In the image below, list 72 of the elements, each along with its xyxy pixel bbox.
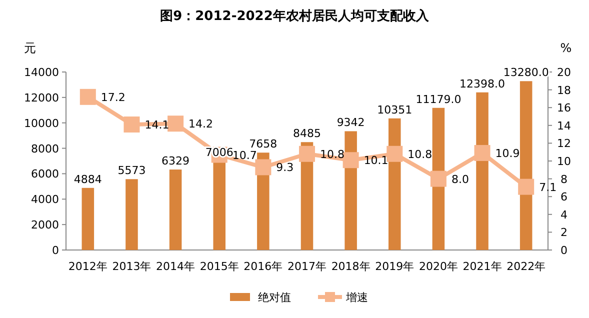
data-label: 5573 xyxy=(118,164,146,178)
y-tick-label: 6000 xyxy=(31,168,59,181)
y2-axis-title: % xyxy=(560,41,572,55)
data-label: 9.3 xyxy=(276,161,294,174)
x-tick-label: 2020年 xyxy=(418,260,458,273)
y-tick-label: 0 xyxy=(52,244,59,257)
y2-tick-label: 16 xyxy=(557,102,571,115)
x-tick-label: 2022年 xyxy=(506,260,546,273)
y-tick-label: 4000 xyxy=(31,193,59,206)
y2-tick-label: 18 xyxy=(557,84,571,97)
point xyxy=(124,116,140,133)
chart-title: 图9：2012-2022年农村居民人均可支配收入 xyxy=(160,8,430,24)
point xyxy=(168,116,184,132)
y2-tick-label: 8 xyxy=(560,172,568,186)
data-label: 6329 xyxy=(162,154,190,168)
data-label: 13280.0 xyxy=(503,66,549,80)
bar xyxy=(476,92,488,250)
x-tick-label: 2019年 xyxy=(375,260,414,273)
y2-tick-label: 2 xyxy=(560,226,568,240)
point xyxy=(386,146,403,162)
point xyxy=(430,170,446,187)
data-label: 7.1 xyxy=(539,180,557,194)
data-label: 8.0 xyxy=(451,172,469,186)
x-tick-label: 2017年 xyxy=(288,260,326,273)
x-tick-label: 2021年 xyxy=(462,260,502,273)
bar xyxy=(213,160,226,250)
x-tick-label: 2013年 xyxy=(112,260,152,273)
data-label: 10.7 xyxy=(232,148,257,162)
data-label: 10.1 xyxy=(364,154,388,168)
y2-tick-label: 4 xyxy=(560,208,568,222)
y2-tick-label: 6 xyxy=(560,190,568,204)
data-label: 7006 xyxy=(205,146,234,159)
y2-tick-label: 0 xyxy=(560,244,568,257)
point xyxy=(80,88,96,105)
bar xyxy=(82,188,94,250)
y2-tick-label: 12 xyxy=(557,137,571,150)
y-tick-label: 14000 xyxy=(24,66,59,79)
y-tick-label: 12000 xyxy=(24,91,59,104)
bar xyxy=(126,179,138,250)
legend-label: 增速 xyxy=(345,291,368,304)
data-label: 11179.0 xyxy=(416,92,462,106)
legend-label: 绝对值 xyxy=(258,291,291,304)
data-label: 4884 xyxy=(74,172,102,186)
y-tick-label: 10000 xyxy=(24,116,59,130)
x-tick-label: 2012年 xyxy=(68,260,108,273)
point xyxy=(342,152,359,168)
y2-tick-label: 20 xyxy=(557,66,571,79)
data-label: 14.2 xyxy=(188,118,214,131)
x-tick-label: 2016年 xyxy=(244,260,283,273)
point xyxy=(474,144,490,161)
data-label: 14.1 xyxy=(144,118,170,132)
y2-tick-label: 14 xyxy=(557,119,571,132)
y-axis-title: 元 xyxy=(24,41,36,55)
y-tick-label: 2000 xyxy=(31,218,59,232)
data-label: 9342 xyxy=(336,116,365,130)
point xyxy=(299,146,315,162)
data-label: 17.2 xyxy=(100,90,126,104)
data-label: 10.8 xyxy=(408,148,432,161)
x-tick-label: 2014年 xyxy=(156,260,196,273)
data-label: 10351 xyxy=(377,103,412,116)
data-label: 7658 xyxy=(249,138,278,151)
data-label: 8485 xyxy=(293,127,321,140)
y-tick-label: 8000 xyxy=(31,142,59,156)
bar xyxy=(169,170,182,250)
data-label: 10.9 xyxy=(495,146,520,160)
point xyxy=(518,178,534,195)
x-tick-label: 2018年 xyxy=(331,260,370,273)
data-label: 10.8 xyxy=(320,148,344,161)
y2-tick-label: 10 xyxy=(557,155,571,168)
x-tick-label: 2015年 xyxy=(200,260,239,273)
point xyxy=(255,159,272,176)
data-label: 12398.0 xyxy=(460,77,506,90)
